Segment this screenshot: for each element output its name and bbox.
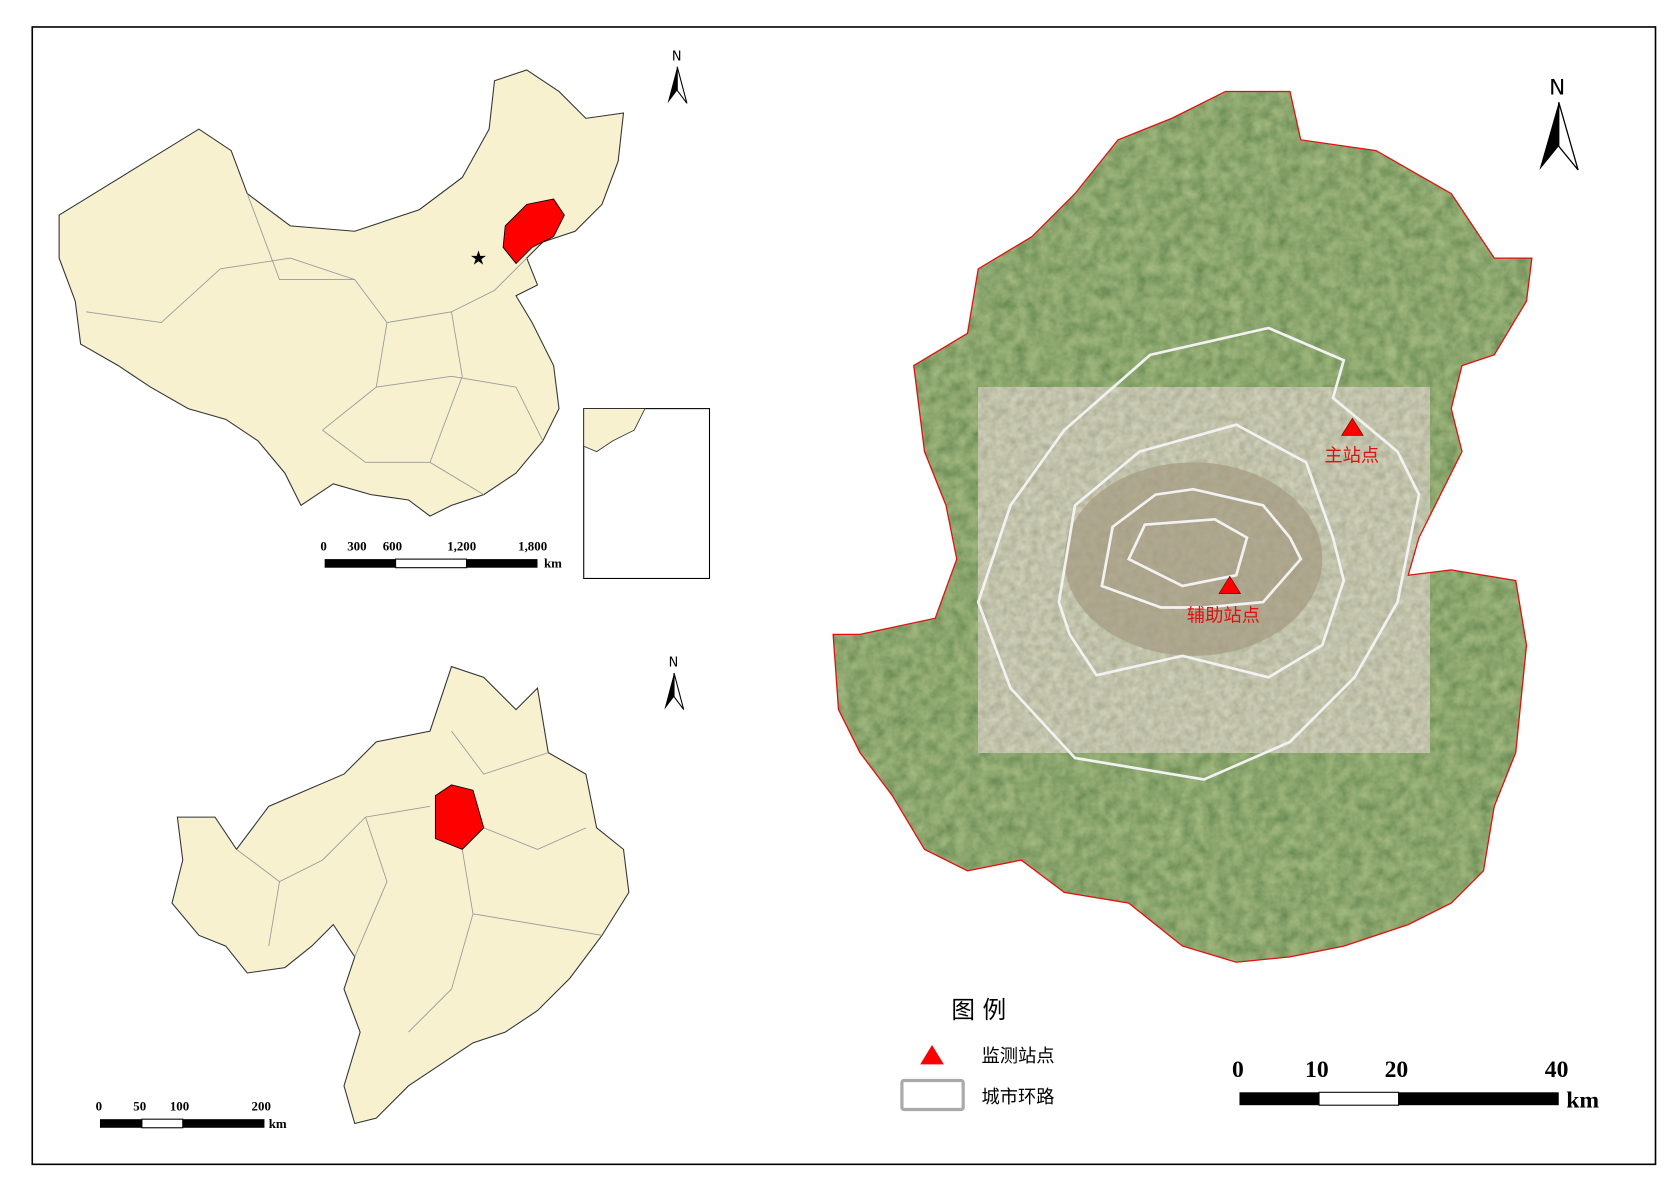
province-map: N 0 50 100 200 km <box>96 656 685 1131</box>
county-boundaries <box>236 730 603 1033</box>
legend-label: 城市环路 <box>981 1087 1054 1108</box>
china-overview-map: ★ N 0 300 600 1,200 1,800 km <box>58 49 711 579</box>
inset-coast <box>583 408 646 453</box>
ring-road-3 <box>1057 423 1346 679</box>
scale-unit: km <box>544 557 562 571</box>
scale-label: 300 <box>347 540 366 554</box>
scale-label: 40 <box>1545 1057 1569 1083</box>
ring-road-outer <box>976 326 1421 781</box>
auxiliary-station-marker <box>1218 575 1242 594</box>
scale-label: 100 <box>170 1100 189 1114</box>
china-scale-bar: 0 300 600 1,200 1,800 km <box>320 540 562 571</box>
scale-label: 20 <box>1385 1057 1409 1083</box>
legend-ring-road-icon <box>900 1078 965 1112</box>
scale-label: 0 <box>96 1100 102 1114</box>
station-label: 辅助站点 <box>1187 605 1260 626</box>
capital-star-icon: ★ <box>470 249 487 270</box>
province-outline <box>171 665 630 1125</box>
scale-label: 200 <box>252 1100 271 1114</box>
north-arrow-china: N <box>667 49 688 104</box>
legend: 图 例 监测站点 城市环路 <box>900 996 1055 1112</box>
scale-label: 0 <box>1232 1057 1244 1083</box>
scale-label: 600 <box>383 540 402 554</box>
ring-road-2 <box>1100 487 1303 609</box>
scale-label: 50 <box>133 1100 146 1114</box>
legend-title: 图 例 <box>951 996 1006 1024</box>
city-highlight <box>434 784 485 850</box>
scale-label: 0 <box>320 540 326 554</box>
ring-roads <box>976 326 1421 781</box>
scale-label: 10 <box>1305 1057 1329 1083</box>
province-boundaries <box>85 193 544 495</box>
province-scale-bar: 0 50 100 200 km <box>96 1100 287 1131</box>
north-label: N <box>669 656 679 671</box>
legend-triangle-icon <box>920 1045 944 1065</box>
main-station-marker <box>1341 417 1364 436</box>
scale-unit: km <box>1566 1087 1599 1113</box>
scale-unit: km <box>269 1117 287 1131</box>
north-label: N <box>1549 76 1565 101</box>
china-outline <box>58 69 625 517</box>
city-scale-bar: 0 10 20 40 km <box>1232 1057 1599 1113</box>
north-label: N <box>672 49 682 64</box>
scale-label: 1,200 <box>447 540 476 554</box>
station-label: 主站点 <box>1324 445 1379 466</box>
legend-label: 监测站点 <box>981 1046 1054 1067</box>
ring-road-inner <box>1126 517 1249 588</box>
scale-label: 1,800 <box>518 540 547 554</box>
liaoning-highlight <box>502 198 565 265</box>
